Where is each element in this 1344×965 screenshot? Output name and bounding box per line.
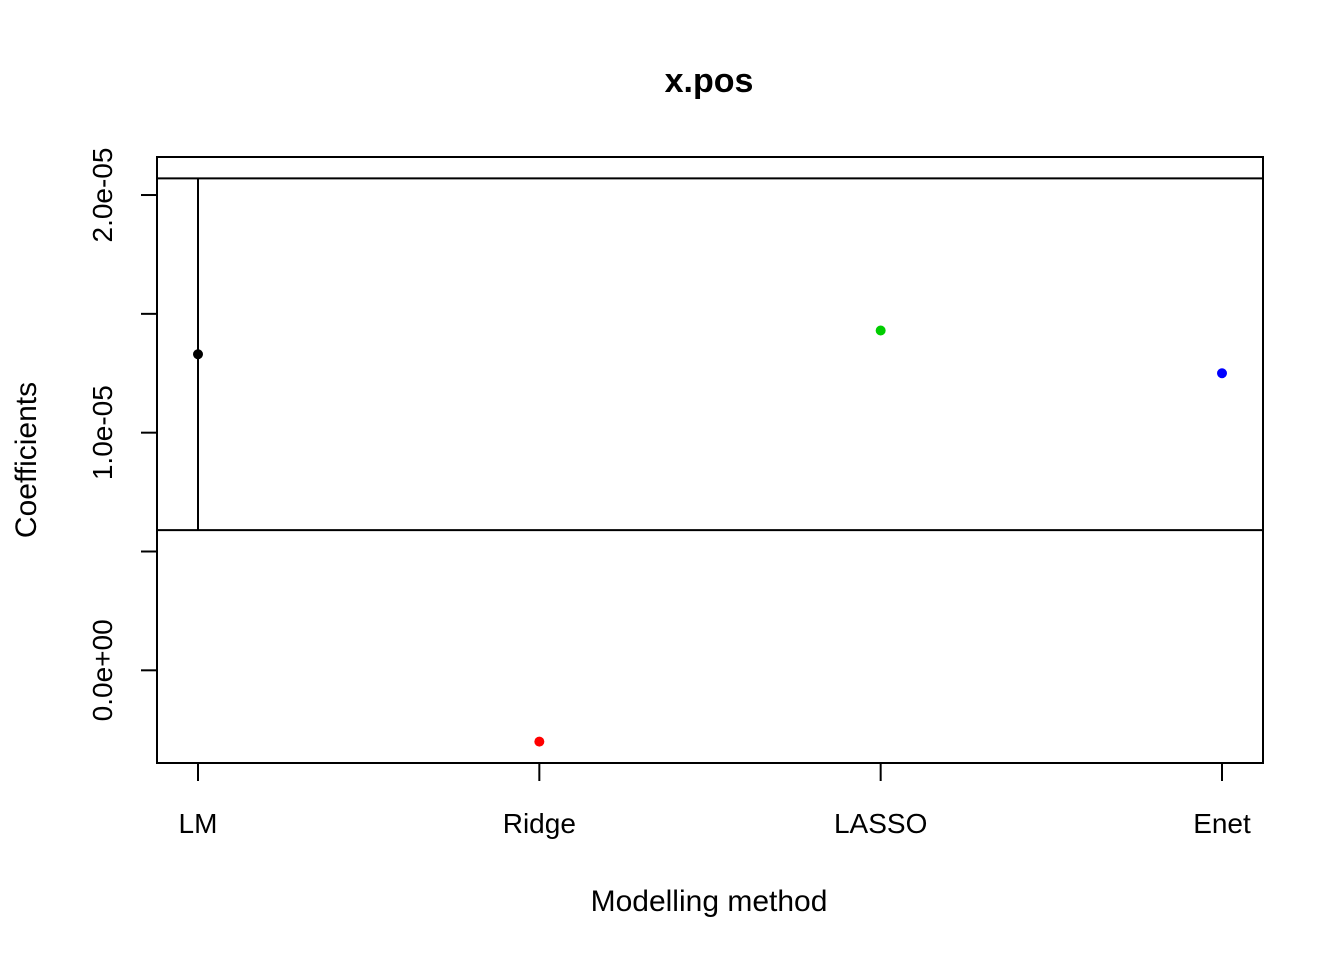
x-tick-label-0: LM xyxy=(179,808,218,839)
x-tick-label-1: Ridge xyxy=(503,808,576,839)
plot-frame xyxy=(156,156,1264,764)
point-lasso xyxy=(875,325,886,336)
y-tick-label-2: 1.0e-05 xyxy=(87,385,118,480)
x-tick-label-2: LASSO xyxy=(834,808,927,839)
point-ridge xyxy=(534,736,545,747)
y-tick-label-0: 0.0e+00 xyxy=(87,619,118,721)
y-tick-label-4: 2.0e-05 xyxy=(87,148,118,243)
point-lm xyxy=(193,349,203,360)
x-axis-label: Modelling method xyxy=(591,885,828,918)
x-tick-label-3: Enet xyxy=(1193,808,1251,839)
point-enet xyxy=(1217,368,1227,379)
y-axis-label: Coefficients xyxy=(10,382,43,538)
chart-marks: 0.0e+00 1.0e-05 2.0e-05 LM Ridge LASSO Enet xyxy=(87,148,1263,839)
chart-title: x.pos xyxy=(665,62,754,100)
